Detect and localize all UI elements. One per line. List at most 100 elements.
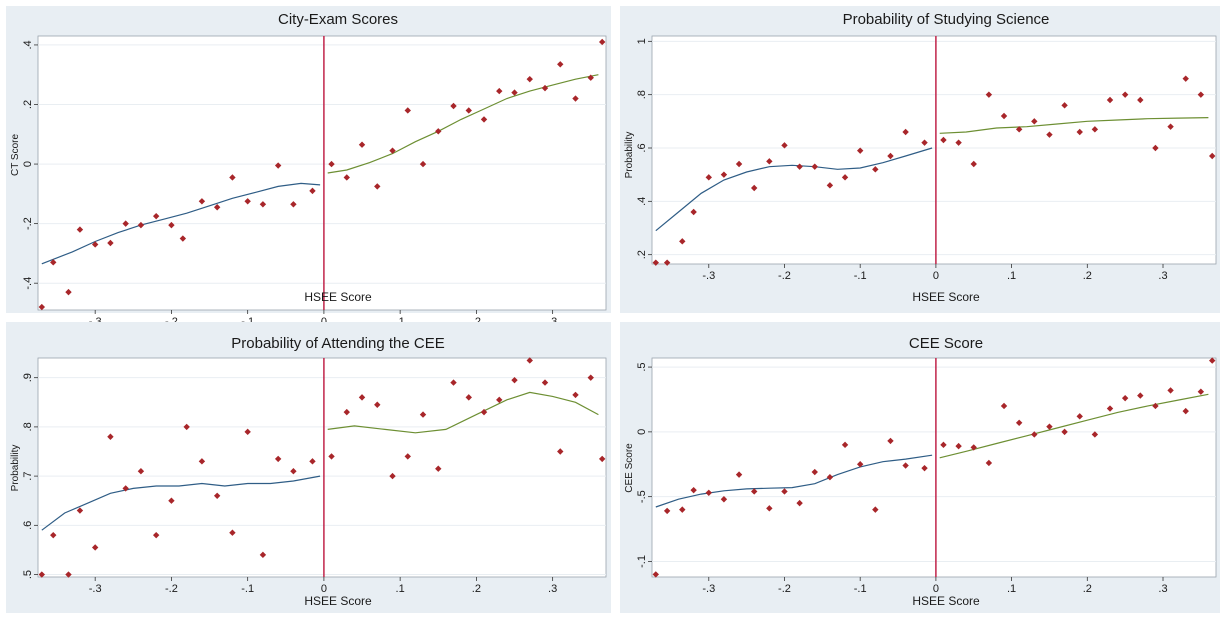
chart-panel: -.1 -.5 0 .5 -.3 -.2 -.1 0 .1 .2 .3 CEE Score HSEE S…	[620, 322, 1220, 613]
data-point	[389, 472, 396, 480]
data-point	[970, 444, 977, 451]
y-tick-label: -.5	[636, 490, 648, 503]
data-point	[887, 152, 894, 160]
chart-title: CEE Score	[909, 335, 983, 352]
x-axis-label: HSEE Score	[304, 290, 372, 304]
x-tick-label: 0	[933, 583, 939, 595]
x-tick-label: .2	[1083, 270, 1092, 282]
data-point	[1167, 387, 1174, 394]
data-point	[1031, 118, 1038, 125]
data-point	[872, 166, 879, 173]
data-point	[1197, 388, 1205, 395]
data-point	[152, 531, 160, 539]
data-point	[50, 531, 57, 539]
data-point	[811, 163, 818, 170]
data-point	[902, 462, 909, 469]
data-point	[887, 437, 894, 445]
data-point	[720, 496, 728, 503]
data-point	[751, 184, 758, 192]
data-point	[1091, 126, 1099, 133]
y-tick-label: 0	[22, 161, 34, 167]
data-point	[705, 489, 712, 496]
data-point	[1091, 431, 1099, 438]
plot-area	[37, 357, 607, 578]
data-point	[259, 551, 267, 559]
x-tick-label: .3	[1158, 270, 1167, 282]
data-point	[735, 160, 743, 168]
data-point	[404, 453, 411, 460]
data-point	[1137, 392, 1144, 399]
data-point	[1152, 402, 1159, 410]
x-tick-label: .3	[1158, 583, 1167, 595]
data-point	[663, 259, 671, 266]
data-point	[343, 174, 350, 181]
data-point	[1046, 423, 1053, 430]
data-point	[91, 241, 99, 248]
data-point	[1046, 131, 1053, 138]
data-point	[198, 198, 206, 205]
x-tick-label: .1	[396, 583, 405, 595]
data-point	[781, 488, 788, 495]
data-point	[435, 128, 442, 135]
data-point	[1000, 112, 1008, 120]
data-point	[1197, 91, 1205, 98]
fit-line-right	[327, 74, 599, 174]
data-point	[511, 89, 518, 96]
data-point	[38, 571, 46, 578]
data-point	[65, 571, 72, 578]
chart-title: Probability of Attending the CEE	[231, 335, 444, 352]
data-point	[179, 235, 187, 242]
data-point	[309, 458, 316, 465]
data-point	[244, 198, 251, 205]
data-point	[358, 394, 366, 401]
data-point	[572, 391, 579, 399]
data-point	[955, 139, 962, 146]
data-point	[259, 201, 267, 208]
data-point	[1152, 144, 1159, 152]
data-point	[328, 160, 335, 168]
y-tick-label: 0	[636, 429, 648, 435]
data-point	[856, 147, 864, 154]
y-tick-label: .6	[636, 143, 648, 152]
data-point	[766, 505, 773, 512]
data-point	[921, 464, 928, 472]
data-point	[796, 163, 803, 170]
data-point	[541, 379, 549, 386]
data-point	[526, 357, 533, 364]
data-point	[374, 183, 381, 190]
data-point	[955, 442, 962, 450]
data-point	[50, 259, 57, 266]
data-point	[826, 182, 834, 189]
data-point	[1106, 405, 1114, 412]
data-point	[496, 396, 503, 404]
data-point	[902, 128, 909, 136]
data-point	[168, 497, 175, 504]
data-point	[1182, 407, 1189, 415]
data-point	[598, 38, 606, 46]
data-point	[985, 91, 993, 98]
data-point	[856, 461, 864, 468]
y-tick-label: .7	[22, 472, 34, 481]
data-point	[690, 208, 697, 216]
data-point	[652, 571, 659, 578]
y-tick-label: .5	[22, 570, 34, 579]
data-point	[572, 95, 579, 102]
data-point	[419, 411, 427, 418]
y-axis-label: CEE Score	[624, 443, 635, 493]
data-point	[137, 221, 145, 229]
data-point	[274, 162, 282, 169]
chart-panel: -.4-.20.2.4-.3-.2-.10.1.2.3City-Exam Sco…	[6, 6, 611, 328]
data-point	[309, 187, 316, 195]
data-point	[1121, 91, 1129, 98]
data-point	[781, 142, 788, 149]
x-tick-label: -.3	[702, 270, 715, 282]
data-point	[404, 107, 411, 114]
x-tick-label: 0	[933, 270, 939, 282]
data-point	[480, 116, 488, 123]
x-axis-label: HSEE Score	[912, 594, 980, 608]
data-point	[328, 453, 335, 460]
data-point	[598, 455, 606, 463]
x-tick-label: -.1	[854, 270, 867, 282]
data-point	[970, 160, 977, 168]
data-point	[690, 486, 697, 494]
